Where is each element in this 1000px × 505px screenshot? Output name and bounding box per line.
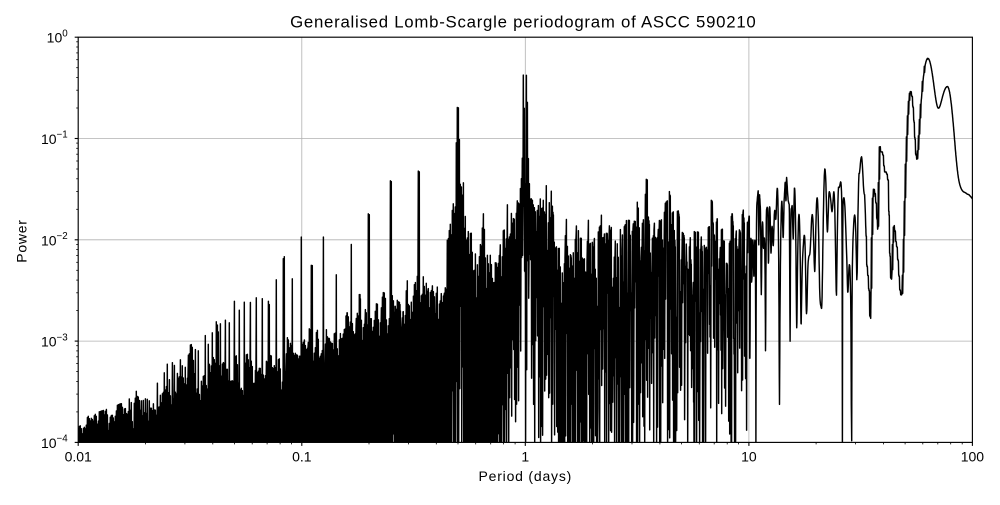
svg-text:Generalised Lomb-Scargle perio: Generalised Lomb-Scargle periodogram of … — [290, 12, 756, 31]
svg-text:10: 10 — [741, 449, 757, 465]
svg-text:0.1: 0.1 — [292, 449, 312, 465]
svg-text:1: 1 — [521, 449, 529, 465]
svg-text:Power: Power — [14, 219, 30, 262]
svg-text:Period (days): Period (days) — [478, 468, 572, 484]
svg-text:0.01: 0.01 — [65, 449, 92, 465]
svg-text:100: 100 — [961, 449, 985, 465]
